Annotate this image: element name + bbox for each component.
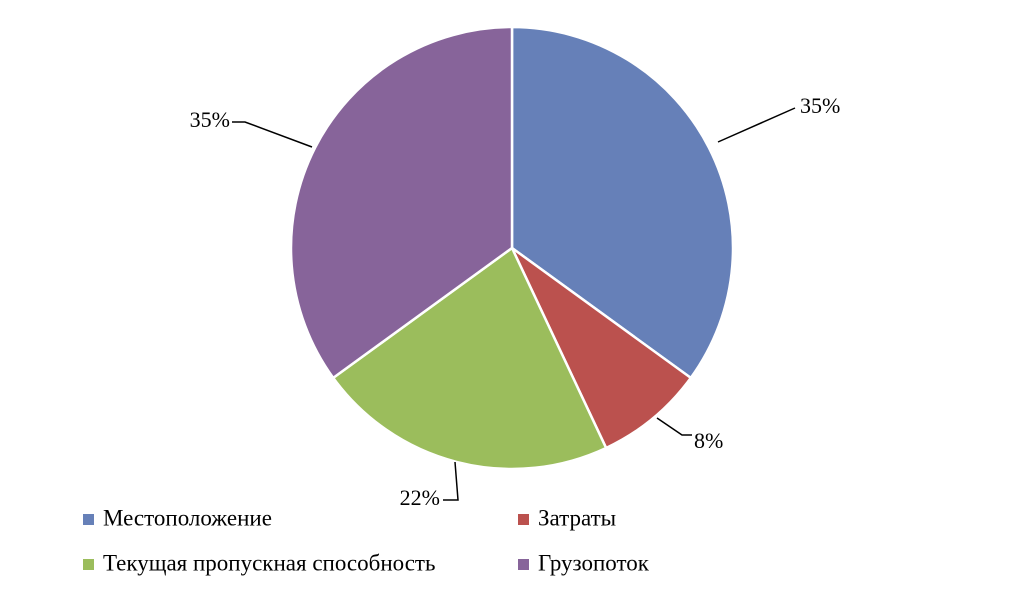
pie-slices bbox=[289, 25, 735, 471]
legend-label-3: Текущая пропускная способность bbox=[103, 550, 435, 575]
legend-swatch-3 bbox=[83, 559, 94, 570]
leader-line-4 bbox=[232, 121, 313, 148]
legend-swatch-2 bbox=[518, 514, 529, 525]
legend-swatch-1 bbox=[83, 514, 94, 525]
legend-label-4: Грузопоток bbox=[538, 550, 650, 575]
data-labels: 35% 8% 22% 35% bbox=[190, 93, 841, 510]
leader-line-1 bbox=[717, 107, 796, 143]
data-label-1: 35% bbox=[800, 93, 840, 118]
pie-slice-2 bbox=[510, 246, 693, 450]
legend-label-1: Местоположение bbox=[103, 505, 272, 530]
pie-slice-1 bbox=[510, 25, 735, 380]
leader-line-3 bbox=[443, 461, 459, 501]
legend-label-2: Затраты bbox=[538, 505, 616, 530]
pie-slice-4 bbox=[289, 25, 514, 380]
leader-lines bbox=[232, 107, 796, 501]
legend: Местоположение Затраты Текущая пропускная … bbox=[83, 505, 650, 575]
data-label-2: 8% bbox=[694, 428, 723, 453]
leader-line-2 bbox=[656, 417, 692, 436]
pie-slice-3 bbox=[331, 246, 608, 471]
legend-swatch-4 bbox=[518, 559, 529, 570]
data-label-4: 35% bbox=[190, 107, 230, 132]
data-label-3: 22% bbox=[400, 485, 440, 510]
